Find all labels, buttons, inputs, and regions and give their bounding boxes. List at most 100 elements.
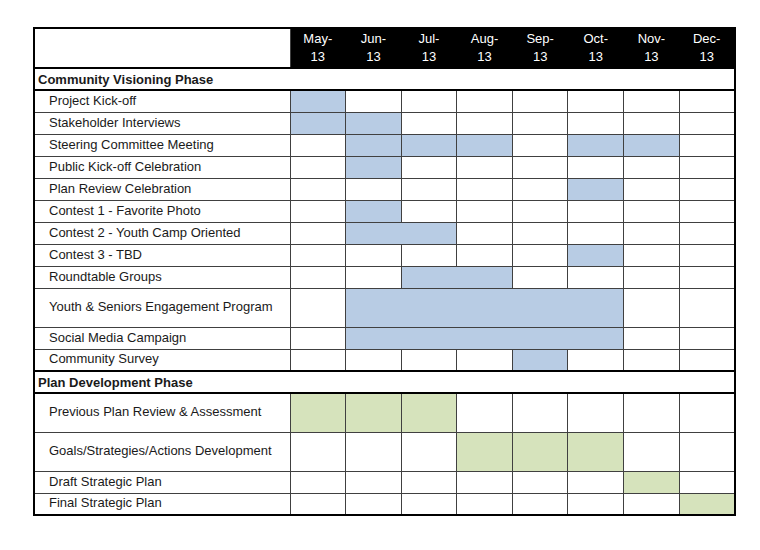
gantt-bar-segment <box>512 432 568 471</box>
empty-cell <box>624 222 680 244</box>
gantt-bar-segment <box>290 393 346 432</box>
task-row: Youth & Seniors Engagement Program <box>34 288 735 327</box>
gantt-bar-segment <box>624 134 680 156</box>
empty-cell <box>624 200 680 222</box>
empty-cell <box>679 288 735 327</box>
month-name: Jun- <box>346 30 401 48</box>
task-row: Contest 2 - Youth Camp Oriented <box>34 222 735 244</box>
empty-cell <box>679 178 735 200</box>
task-label: Stakeholder Interviews <box>34 112 290 134</box>
month-name: May- <box>291 30 346 48</box>
empty-cell <box>624 90 680 112</box>
task-label: Final Strategic Plan <box>34 493 290 515</box>
month-year: 13 <box>513 48 568 66</box>
gantt-bar-segment <box>401 266 512 288</box>
gantt-bar-segment <box>346 393 402 432</box>
month-name: Aug- <box>457 30 512 48</box>
empty-cell <box>346 471 402 493</box>
month-name: Oct- <box>568 30 623 48</box>
empty-cell <box>679 244 735 266</box>
empty-cell <box>512 493 568 515</box>
empty-cell <box>290 244 346 266</box>
empty-cell <box>679 134 735 156</box>
month-name: Sep- <box>513 30 568 48</box>
empty-cell <box>624 156 680 178</box>
empty-cell <box>290 200 346 222</box>
empty-cell <box>290 471 346 493</box>
empty-cell <box>512 134 568 156</box>
empty-cell <box>624 288 680 327</box>
task-row: Project Kick-off <box>34 90 735 112</box>
gantt-bar-segment <box>568 178 624 200</box>
empty-cell <box>679 432 735 471</box>
empty-cell <box>457 222 513 244</box>
empty-cell <box>290 327 346 349</box>
task-row: Public Kick-off Celebration <box>34 156 735 178</box>
gantt-schedule: May-13Jun-13Jul-13Aug-13Sep-13Oct-13Nov-… <box>33 27 736 516</box>
empty-cell <box>512 244 568 266</box>
gantt-bar-segment <box>290 112 346 134</box>
empty-cell <box>512 222 568 244</box>
task-row: Goals/Strategies/Actions Development <box>34 432 735 471</box>
empty-cell <box>457 178 513 200</box>
task-label: Community Survey <box>34 349 290 371</box>
phase-row: Community Visioning Phase <box>34 68 735 90</box>
gantt-bar-segment <box>568 134 624 156</box>
empty-cell <box>679 266 735 288</box>
gantt-bar-segment <box>346 327 624 349</box>
month-header: Nov-13 <box>624 28 680 68</box>
empty-cell <box>401 244 457 266</box>
gantt-bar-segment <box>457 432 513 471</box>
phase-row: Plan Development Phase <box>34 371 735 393</box>
empty-cell <box>624 112 680 134</box>
task-row: Contest 1 - Favorite Photo <box>34 200 735 222</box>
task-label: Previous Plan Review & Assessment <box>34 393 290 432</box>
empty-cell <box>679 471 735 493</box>
empty-cell <box>457 393 513 432</box>
empty-cell <box>346 244 402 266</box>
empty-cell <box>568 493 624 515</box>
task-label: Plan Review Celebration <box>34 178 290 200</box>
empty-cell <box>290 432 346 471</box>
empty-cell <box>401 471 457 493</box>
empty-cell <box>679 90 735 112</box>
empty-cell <box>401 178 457 200</box>
empty-cell <box>290 493 346 515</box>
empty-cell <box>568 471 624 493</box>
gantt-bar-segment <box>346 156 402 178</box>
task-row: Roundtable Groups <box>34 266 735 288</box>
empty-cell <box>401 90 457 112</box>
empty-cell <box>512 200 568 222</box>
empty-cell <box>568 156 624 178</box>
month-header: May-13 <box>290 28 346 68</box>
empty-cell <box>679 200 735 222</box>
empty-cell <box>624 266 680 288</box>
empty-cell <box>290 156 346 178</box>
empty-cell <box>346 493 402 515</box>
task-row: Previous Plan Review & Assessment <box>34 393 735 432</box>
task-label: Goals/Strategies/Actions Development <box>34 432 290 471</box>
month-year: 13 <box>624 48 679 66</box>
month-year: 13 <box>680 48 734 66</box>
empty-cell <box>512 266 568 288</box>
gantt-bar-segment <box>346 134 402 156</box>
empty-cell <box>624 244 680 266</box>
empty-cell <box>290 134 346 156</box>
empty-cell <box>679 349 735 371</box>
gantt-bar-segment <box>457 134 513 156</box>
task-label: Social Media Campaign <box>34 327 290 349</box>
empty-cell <box>457 200 513 222</box>
gantt-bar-segment <box>401 134 457 156</box>
empty-cell <box>679 222 735 244</box>
empty-cell <box>457 112 513 134</box>
empty-cell <box>457 156 513 178</box>
gantt-bar-segment <box>401 393 457 432</box>
empty-cell <box>457 471 513 493</box>
task-row: Steering Committee Meeting <box>34 134 735 156</box>
task-label: Steering Committee Meeting <box>34 134 290 156</box>
empty-cell <box>679 112 735 134</box>
gantt-table: May-13Jun-13Jul-13Aug-13Sep-13Oct-13Nov-… <box>33 27 736 516</box>
header-row: May-13Jun-13Jul-13Aug-13Sep-13Oct-13Nov-… <box>34 28 735 68</box>
gantt-bar-segment <box>346 288 624 327</box>
empty-cell <box>568 266 624 288</box>
